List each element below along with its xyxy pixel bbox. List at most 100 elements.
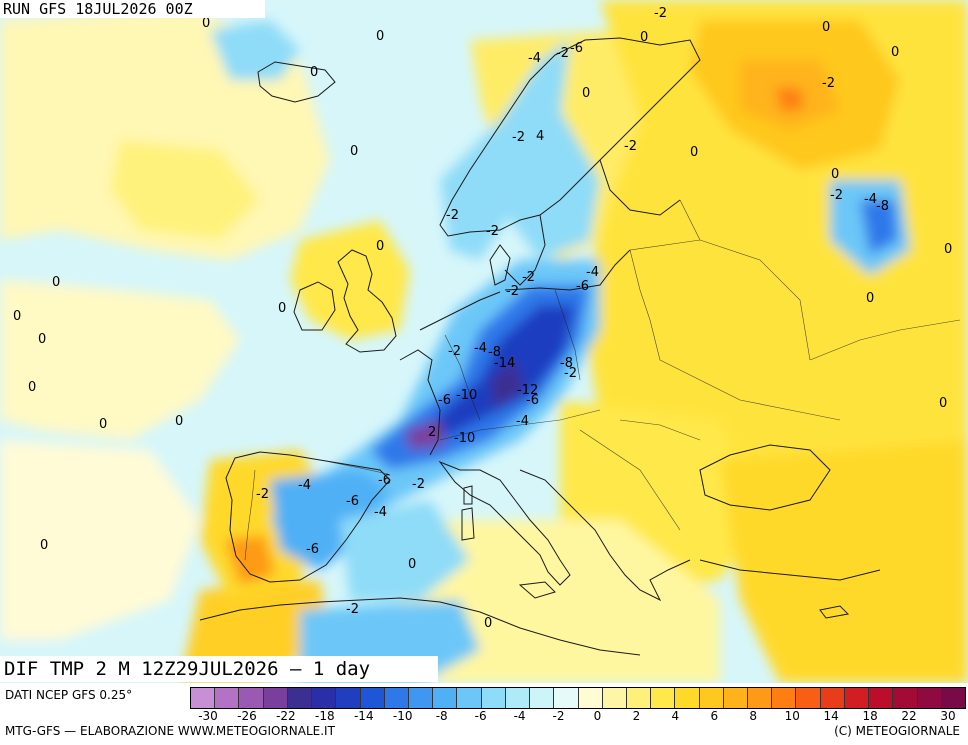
- color-swatch: [505, 688, 531, 708]
- contour-label: -4: [298, 478, 311, 493]
- field-british-isles: [290, 220, 410, 340]
- border-russia: [679, 199, 961, 361]
- color-swatch: [844, 688, 870, 708]
- color-swatch: [748, 688, 773, 708]
- color-swatch: [215, 688, 240, 708]
- contour-label: -12: [517, 383, 538, 398]
- contour-label: -10: [454, 431, 475, 446]
- color-swatch: [893, 688, 918, 708]
- border-baltic: [629, 239, 811, 361]
- copyright-label: (C) METEOGIORNALE: [834, 724, 960, 738]
- field-alps-core: [405, 420, 445, 450]
- field-volga-cold-core: [860, 200, 898, 255]
- field-mediterranean: [400, 520, 720, 683]
- contour-label: 0: [350, 144, 358, 159]
- data-source-label: DATI NCEP GFS 0.25°: [5, 688, 133, 702]
- contour-label: 0: [690, 145, 698, 160]
- color-scale-tick-label: -2: [552, 709, 565, 723]
- border-poland-east: [629, 249, 661, 361]
- coast-cyprus: [819, 605, 850, 619]
- contour-label: 0: [175, 414, 183, 429]
- coast-denmark: [489, 244, 511, 286]
- contour-label: -4: [864, 192, 877, 207]
- contour-label: 0: [38, 332, 46, 347]
- color-swatch: [626, 688, 652, 708]
- coast-france-west: [399, 349, 441, 456]
- contour-label: 0: [484, 616, 492, 631]
- field-cold-core: [490, 360, 525, 410]
- color-scale-tick-label: 22: [901, 709, 917, 723]
- contour-label: -2: [346, 602, 359, 617]
- color-swatch: [554, 688, 579, 708]
- coast-adriatic: [519, 469, 611, 556]
- color-scale-tick-label: -6: [474, 709, 487, 723]
- contour-label: 0: [52, 275, 60, 290]
- color-swatch: [384, 688, 409, 708]
- contour-label: -4: [374, 505, 387, 520]
- coast-greece: [609, 554, 691, 602]
- contour-label: -2: [506, 284, 519, 299]
- coast-iceland: [257, 61, 336, 103]
- color-swatch: [481, 688, 506, 708]
- field-russia-hot: [775, 88, 805, 112]
- color-swatch: [578, 688, 603, 708]
- color-swatch: [530, 688, 555, 708]
- border-alps: [439, 409, 601, 441]
- contour-label: 0: [822, 20, 830, 35]
- contour-label: -4: [528, 51, 541, 66]
- color-swatch: [651, 688, 676, 708]
- coast-baltic-south: [504, 249, 631, 291]
- color-scale-ticks: -30 -26 -22 -18 -14 -10 -8 -6 -4 -2 0 2 4 6 8 10 14 18 22 3…: [190, 709, 966, 725]
- coast-iberia: [225, 451, 391, 583]
- run-label: RUN GFS 18JUL2026 00Z: [0, 0, 265, 18]
- color-scale-bar: [190, 687, 966, 709]
- contour-label: 0: [13, 309, 21, 324]
- coast-sweden-east: [504, 214, 546, 286]
- contour-label: 0: [640, 30, 648, 45]
- color-swatch: [287, 688, 313, 708]
- color-swatch: [433, 688, 458, 708]
- contour-label: -6: [526, 393, 539, 408]
- color-scale-tick-label: 0: [593, 709, 602, 723]
- contour-label: -2: [412, 477, 425, 492]
- field-baltic-cold: [500, 110, 600, 260]
- contour-label: -2: [446, 208, 459, 223]
- color-swatch: [723, 688, 749, 708]
- contour-label: 0: [376, 239, 384, 254]
- color-swatch: [191, 688, 216, 708]
- field-atlantic-south: [0, 280, 240, 440]
- color-scale-tick-label: -22: [276, 709, 296, 723]
- field-spain-cold: [270, 470, 390, 570]
- contour-label: -6: [576, 279, 589, 294]
- color-scale-tick-label: 6: [710, 709, 719, 723]
- color-scale-tick-label: 10: [784, 709, 800, 723]
- coast-turkey-south: [699, 559, 881, 581]
- color-scale-tick-label: 8: [749, 709, 758, 723]
- color-swatch: [772, 688, 797, 708]
- coast-norway: [439, 37, 701, 237]
- field-west-ocean: [0, 440, 200, 640]
- contour-label: -2: [256, 487, 269, 502]
- contour-label: 0: [582, 86, 590, 101]
- field-cold-band-inner: [410, 305, 575, 445]
- contour-label: 0: [866, 291, 874, 306]
- contour-label: -6: [306, 542, 319, 557]
- contour-label: 0: [28, 380, 36, 395]
- field-balearic-cold: [340, 500, 470, 600]
- credit-label: MTG-GFS — ELABORAZIONE WWW.METEOGIORNALE…: [5, 724, 335, 738]
- coast-north-sea: [419, 291, 501, 331]
- border-spain-portugal: [244, 469, 256, 561]
- color-scale-tick-label: 30: [940, 709, 956, 723]
- color-scale-tick-label: -26: [237, 709, 257, 723]
- contour-label: -2: [486, 224, 499, 239]
- color-scale-tick-label: -18: [315, 709, 335, 723]
- contour-label: -2: [448, 344, 461, 359]
- field-iberia-hot: [225, 535, 275, 585]
- field-atlantic-warm-2: [110, 140, 260, 240]
- contour-label: -8: [488, 345, 501, 360]
- coast-black-sea: [699, 444, 831, 511]
- contour-label: -8: [876, 199, 889, 214]
- anomaly-fields: [0, 0, 968, 683]
- coast-italy: [438, 460, 571, 586]
- color-scale-tick-label: 18: [862, 709, 878, 723]
